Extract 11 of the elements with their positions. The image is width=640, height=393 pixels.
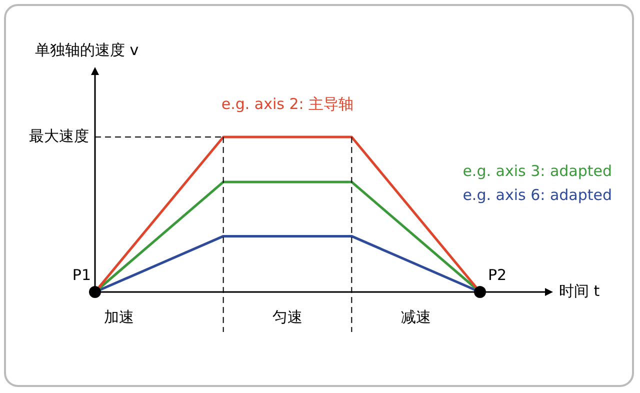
text: e.g. axis 6: adapted xyxy=(462,186,612,204)
text: e.g. axis 3: adapted xyxy=(462,162,612,180)
x-axis-title: 时间 t xyxy=(559,282,600,300)
text: 单独轴的速度 v xyxy=(35,40,139,59)
annotation: P2 xyxy=(488,266,507,284)
text: P1 xyxy=(72,266,91,284)
series-label: e.g. axis 2: 主导轴 xyxy=(221,94,354,113)
text: 匀速 xyxy=(272,308,302,326)
text: 减速 xyxy=(400,308,431,326)
ref-line-label: 最大速度 xyxy=(29,126,89,145)
text: 加速 xyxy=(104,308,134,326)
